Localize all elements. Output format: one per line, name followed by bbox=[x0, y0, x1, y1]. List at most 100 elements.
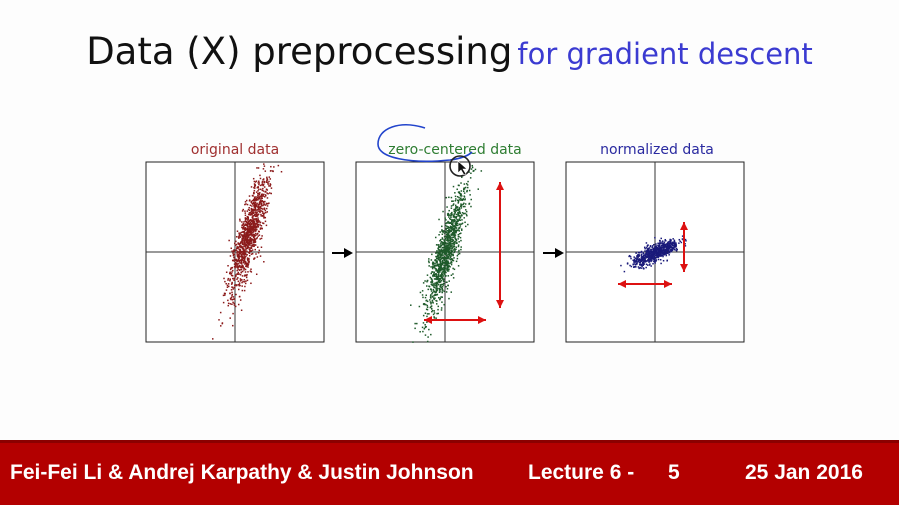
scatter-point bbox=[445, 233, 448, 236]
scatter-point bbox=[433, 294, 435, 297]
scatter-point bbox=[659, 246, 661, 248]
scatter-point bbox=[252, 203, 254, 205]
scatter-point bbox=[242, 243, 245, 245]
scatter-point bbox=[233, 253, 236, 256]
scatter-point bbox=[644, 250, 646, 252]
scatter-point bbox=[252, 243, 254, 246]
scatter-point bbox=[243, 251, 246, 254]
scatter-point bbox=[457, 245, 460, 248]
scatter-point bbox=[448, 247, 450, 250]
scatter-point bbox=[246, 227, 249, 230]
scatter-point bbox=[441, 225, 443, 228]
scatter-point bbox=[459, 216, 461, 218]
scatter-point bbox=[430, 288, 432, 291]
scatter-point bbox=[219, 311, 222, 314]
scatter-point bbox=[249, 240, 252, 243]
scatter-point bbox=[235, 274, 237, 276]
scatter-point bbox=[458, 191, 461, 193]
scatter-point bbox=[462, 205, 465, 208]
scatter-point bbox=[452, 222, 454, 224]
scatter-point bbox=[675, 247, 678, 250]
scatter-point bbox=[250, 239, 253, 242]
scatter-point bbox=[629, 255, 632, 258]
scatter-point bbox=[441, 277, 444, 279]
scatter-point bbox=[239, 218, 241, 221]
scatter-point bbox=[237, 258, 240, 261]
scatter-point bbox=[258, 203, 260, 206]
scatter-point bbox=[638, 260, 640, 263]
scatter-point bbox=[254, 213, 256, 215]
scatter-point bbox=[230, 267, 232, 269]
scatter-point bbox=[451, 240, 453, 243]
scatter-point bbox=[250, 232, 253, 235]
scatter-point bbox=[248, 219, 251, 222]
scatter-point bbox=[426, 306, 429, 308]
scatter-point bbox=[445, 219, 447, 221]
scatter-point bbox=[270, 169, 272, 172]
scatter-point bbox=[439, 254, 442, 257]
scatter-point bbox=[258, 234, 261, 236]
scatter-point bbox=[650, 265, 652, 267]
scatter-point bbox=[229, 278, 231, 280]
scatter-point bbox=[266, 211, 269, 213]
scatter-point bbox=[433, 273, 436, 276]
scatter-point bbox=[436, 270, 439, 273]
scatter-point bbox=[243, 234, 246, 237]
plot-title-original: original data bbox=[190, 142, 280, 158]
scatter-point bbox=[455, 231, 457, 234]
scatter-point bbox=[431, 282, 434, 284]
scatter-point bbox=[254, 203, 257, 206]
scatter-point bbox=[439, 263, 442, 266]
scatter-point bbox=[443, 235, 446, 238]
scatter-point bbox=[252, 216, 254, 218]
scatter-point bbox=[660, 253, 662, 255]
scatter-point bbox=[247, 263, 250, 265]
scatter-point bbox=[442, 270, 444, 273]
scatter-point bbox=[249, 228, 252, 230]
scatter-point bbox=[272, 170, 274, 173]
scatter-point bbox=[454, 208, 456, 211]
scatter-point bbox=[255, 225, 257, 228]
scatter-point bbox=[437, 312, 440, 315]
scatter-point bbox=[244, 201, 247, 203]
scatter-point bbox=[240, 309, 243, 312]
scatter-point bbox=[439, 271, 441, 273]
scatter-point bbox=[239, 280, 242, 282]
scatter-point bbox=[644, 254, 647, 256]
scatter-point bbox=[253, 234, 256, 236]
scatter-point bbox=[673, 241, 676, 243]
scatter-point bbox=[245, 203, 247, 205]
scatter-point bbox=[248, 254, 251, 257]
scatter-point bbox=[459, 195, 462, 197]
scatter-point bbox=[664, 246, 666, 248]
scatter-point bbox=[655, 259, 658, 261]
scatter-point bbox=[648, 247, 651, 249]
scatter-point bbox=[452, 219, 455, 222]
scatter-point bbox=[254, 232, 257, 235]
scatter-point bbox=[460, 193, 462, 196]
scatter-point bbox=[456, 208, 459, 211]
scatter-point bbox=[229, 268, 232, 271]
scatter-point bbox=[254, 205, 257, 208]
scatter-point bbox=[243, 249, 246, 251]
scatter-point bbox=[239, 278, 242, 280]
scatter-point bbox=[447, 236, 449, 238]
scatter-point bbox=[265, 202, 268, 205]
scatter-point bbox=[463, 187, 465, 189]
scatter-point bbox=[455, 246, 458, 249]
scatter-point bbox=[257, 194, 259, 197]
scatter-point bbox=[446, 270, 449, 272]
scatter-point bbox=[448, 232, 450, 234]
scatter-point bbox=[230, 247, 233, 250]
scatter-point bbox=[448, 258, 450, 260]
scatter-point bbox=[452, 273, 454, 275]
scatter-point bbox=[439, 297, 442, 300]
scatter-point bbox=[433, 312, 436, 314]
scatter-point bbox=[260, 210, 262, 212]
scatter-point bbox=[237, 268, 239, 270]
scatter-point bbox=[459, 199, 462, 201]
scatter-point bbox=[444, 270, 446, 272]
scatter-point bbox=[460, 203, 462, 205]
scatter-point bbox=[225, 289, 228, 291]
scatter-point bbox=[643, 254, 646, 256]
